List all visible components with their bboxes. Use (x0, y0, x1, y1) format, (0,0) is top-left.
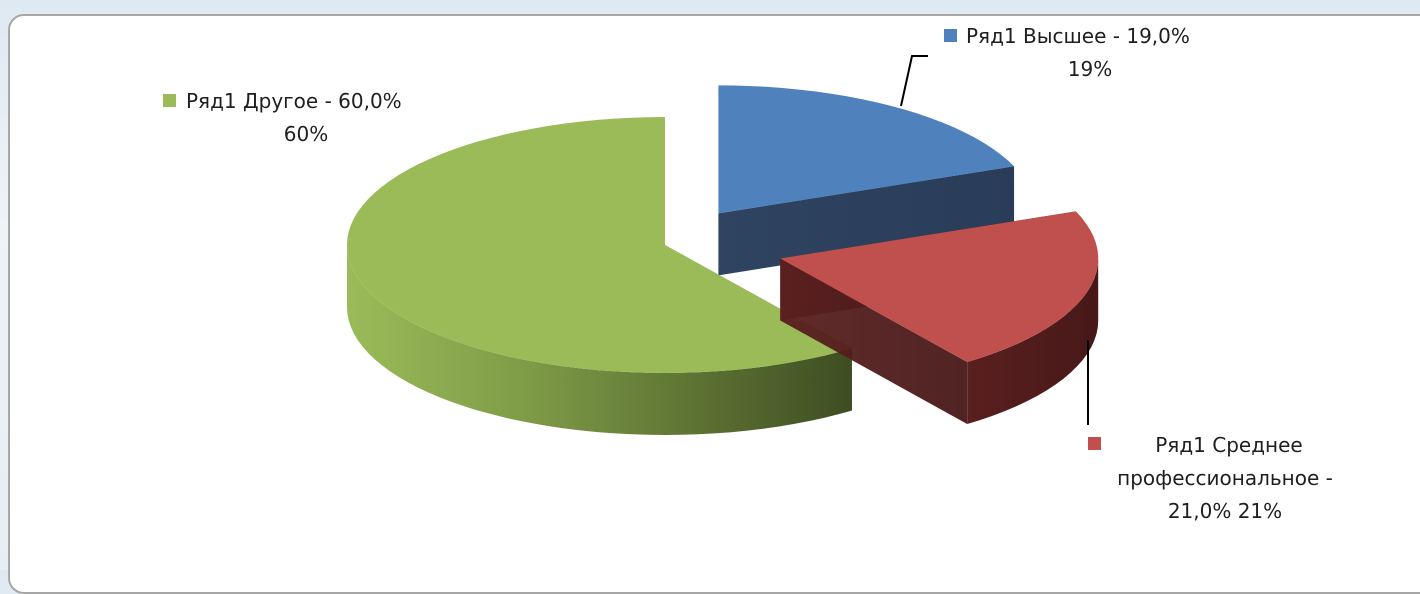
slice-secondary (780, 211, 1099, 425)
label-marker-higher (944, 29, 957, 42)
label-secondary-line-3: 21,0% 21% (1168, 499, 1282, 523)
label-higher-line-2: 19% (1068, 57, 1112, 81)
pie-chart: Ряд1 Высшее - 19,0% 19% Ряд1 Другое - 60… (163, 24, 1333, 523)
label-higher-line-1: Ряд1 Высшее - 19,0% (966, 24, 1190, 48)
label-marker-other (163, 94, 176, 107)
data-label-other: Ряд1 Другое - 60,0% 60% (163, 89, 402, 146)
data-label-higher: Ряд1 Высшее - 19,0% 19% (944, 24, 1190, 81)
label-secondary-line-1: Ряд1 Среднее (1155, 433, 1302, 457)
data-label-secondary: Ряд1 Среднее профессиональное - 21,0% 21… (1088, 433, 1333, 523)
slice-other (347, 117, 852, 435)
label-secondary-line-2: профессиональное - (1117, 466, 1333, 490)
slice-secondary-side-wall (967, 258, 1099, 424)
leader-line-higher (900, 55, 928, 107)
slice-other-top (347, 117, 852, 373)
slice-higher-top (718, 85, 1015, 214)
slice-secondary-top (780, 211, 1099, 362)
slice-other-side-wall (347, 245, 852, 435)
slice-higher (718, 85, 1015, 276)
label-marker-secondary (1088, 437, 1101, 450)
label-other-line-2: 60% (284, 122, 328, 146)
slice-secondary-cut-face-2 (780, 258, 968, 425)
slice-higher-cut-face-2 (718, 166, 1015, 276)
label-other-line-1: Ряд1 Другое - 60,0% (186, 89, 402, 113)
